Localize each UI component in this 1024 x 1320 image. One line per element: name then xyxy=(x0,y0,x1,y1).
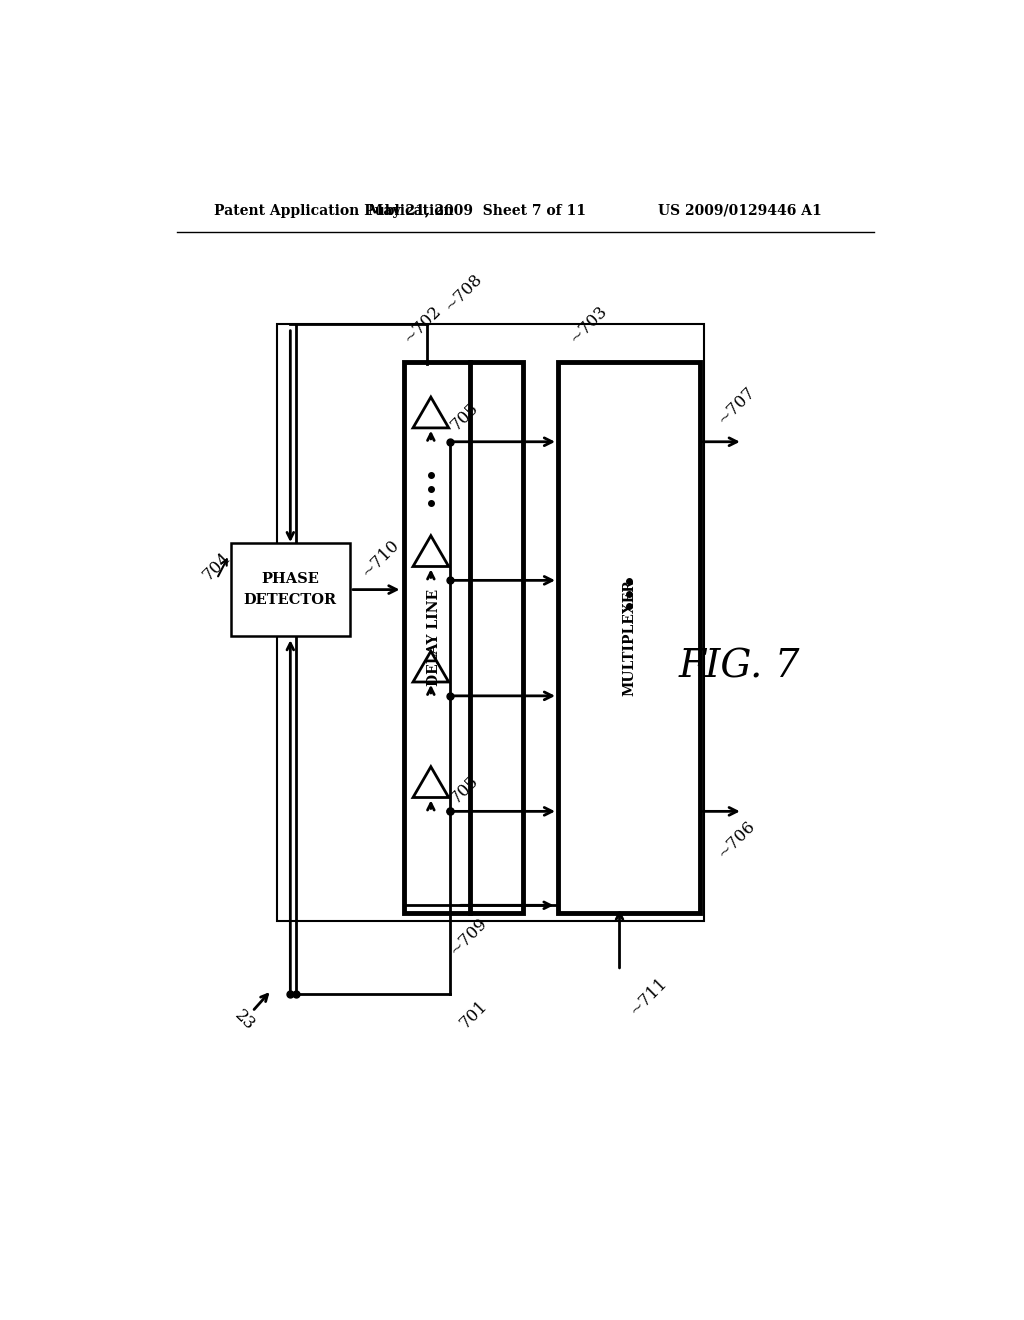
Text: ~710: ~710 xyxy=(357,536,402,581)
Text: FIG. 7: FIG. 7 xyxy=(678,648,800,685)
Text: DETECTOR: DETECTOR xyxy=(244,594,337,607)
Text: ~708: ~708 xyxy=(441,271,485,314)
Text: ~709: ~709 xyxy=(446,915,490,958)
Text: ~706: ~706 xyxy=(714,817,759,862)
Text: DELAY LINE: DELAY LINE xyxy=(427,589,440,686)
Bar xyxy=(230,544,350,636)
Text: 705: 705 xyxy=(447,772,482,807)
Bar xyxy=(558,363,700,913)
Text: 23: 23 xyxy=(231,1007,258,1035)
Text: ~711: ~711 xyxy=(626,974,670,1019)
Bar xyxy=(403,363,523,913)
Text: PHASE: PHASE xyxy=(261,572,319,586)
Text: 705: 705 xyxy=(447,399,482,433)
Text: 704: 704 xyxy=(200,549,234,583)
Text: ~707: ~707 xyxy=(714,383,759,428)
Text: May 21, 2009  Sheet 7 of 11: May 21, 2009 Sheet 7 of 11 xyxy=(368,203,586,218)
Text: US 2009/0129446 A1: US 2009/0129446 A1 xyxy=(658,203,821,218)
Text: ~702: ~702 xyxy=(400,302,444,347)
Text: ~703: ~703 xyxy=(565,302,610,347)
Text: Patent Application Publication: Patent Application Publication xyxy=(214,203,454,218)
Text: MULTIPLEXER: MULTIPLEXER xyxy=(623,579,636,696)
Bar xyxy=(276,323,705,921)
Text: 701: 701 xyxy=(457,998,490,1032)
